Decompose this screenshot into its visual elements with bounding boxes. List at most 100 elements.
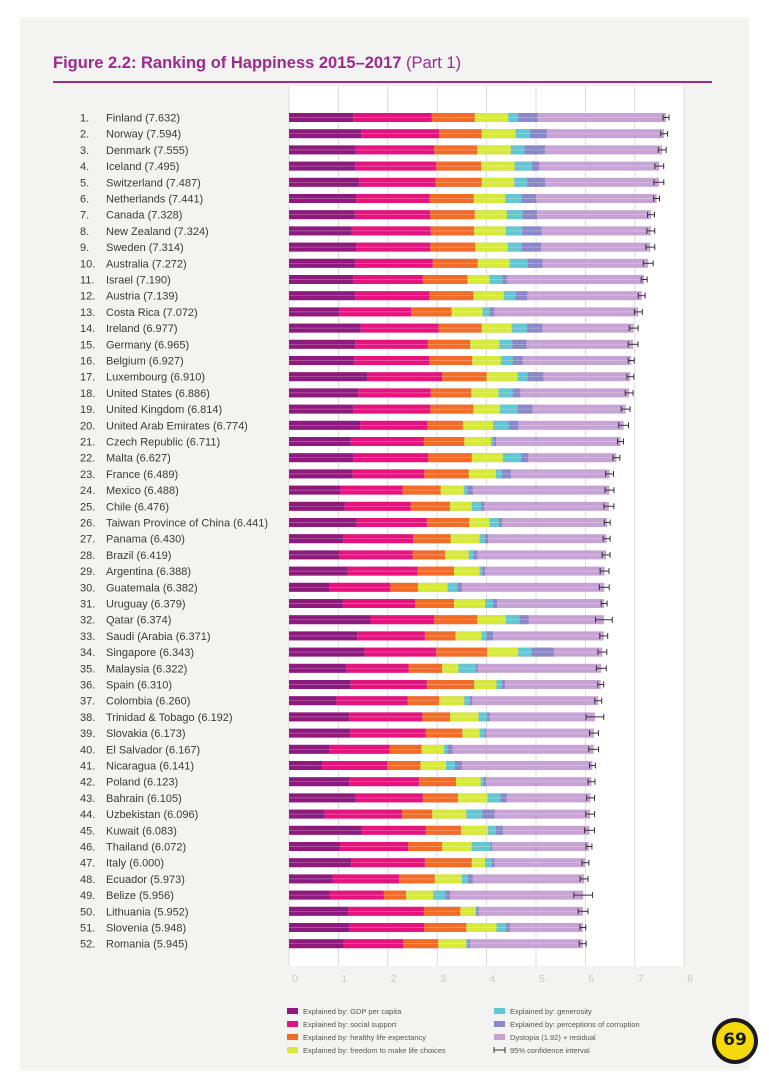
rank-label: 10. (80, 258, 95, 270)
bar-gdp (289, 874, 333, 884)
country-label: Uzbekistan (6.096) (106, 809, 198, 821)
bar-social-support (353, 275, 423, 284)
bar-gdp (289, 210, 355, 220)
bar-gdp (289, 777, 350, 787)
bar-freedom (438, 939, 467, 949)
bar-corruption (484, 728, 487, 738)
bar-corruption (469, 696, 473, 706)
country-label: Spain (6.310) (106, 680, 172, 692)
country-label: Belize (5.956) (106, 890, 174, 902)
rank-label: 52. (80, 939, 95, 951)
bar-life-expectancy (425, 825, 461, 835)
bar-generosity (444, 744, 448, 754)
rank-label: 42. (80, 777, 95, 789)
bar-life-expectancy (430, 242, 476, 252)
bar-social-support (347, 566, 418, 576)
rank-label: 46. (80, 842, 95, 854)
bar-generosity (502, 453, 522, 463)
rank-label: 48. (80, 874, 95, 886)
bar-corruption (524, 145, 545, 155)
bar-corruption (482, 566, 486, 576)
x-tick-label: 5 (539, 973, 545, 985)
bar-corruption (467, 874, 473, 884)
bar-generosity (505, 194, 522, 203)
bar-gdp (289, 275, 354, 284)
bar-gdp (289, 599, 343, 608)
legend-label: Explained by: generosity (510, 1007, 592, 1016)
bar-social-support (356, 194, 430, 203)
bar-freedom (477, 615, 506, 625)
bar-generosity (478, 712, 488, 722)
bar-generosity (471, 501, 482, 511)
bar-generosity (495, 469, 502, 479)
bar-freedom (440, 485, 464, 495)
bar-corruption (457, 582, 462, 592)
country-label: Brazil (6.419) (106, 550, 171, 562)
bar-generosity (496, 923, 507, 932)
bar-generosity (515, 129, 531, 139)
country-label: Netherlands (7.441) (106, 194, 203, 206)
bar-social-support (352, 469, 425, 479)
bar-life-expectancy (412, 550, 446, 560)
bar-freedom (432, 809, 467, 819)
bar-corruption (493, 437, 496, 446)
country-label: Thailand (6.072) (106, 842, 186, 854)
bar-social-support (353, 404, 431, 414)
bar-social-support (329, 744, 390, 754)
bar-freedom (481, 161, 515, 171)
bar-gdp (289, 339, 356, 349)
country-label: Nicaragua (6.141) (106, 761, 194, 773)
country-label: El Salvador (6.167) (106, 744, 200, 756)
bar-life-expectancy (434, 615, 478, 625)
bar-social-support (351, 226, 431, 236)
bar-corruption (532, 161, 539, 171)
bar-gdp (289, 728, 351, 738)
bar-corruption (445, 890, 451, 900)
bar-life-expectancy (424, 631, 456, 641)
bar-gdp (289, 712, 350, 722)
rank-label: 12. (80, 291, 95, 303)
yellow-circle-logo-icon: 69 (712, 1018, 758, 1064)
bar-freedom (468, 469, 496, 479)
country-label: Switzerland (7.487) (106, 177, 201, 189)
bar-corruption (475, 663, 478, 673)
country-label: Austria (7.139) (106, 291, 178, 303)
rank-label: 29. (80, 566, 95, 578)
country-label: United States (6.886) (106, 388, 210, 400)
bar-generosity (500, 356, 513, 365)
rank-label: 9. (80, 242, 89, 254)
rank-label: 45. (80, 825, 95, 837)
bar-life-expectancy (422, 275, 468, 284)
rank-label: 6. (80, 194, 89, 206)
country-label: Malta (6.627) (106, 453, 171, 465)
rank-label: 51. (80, 923, 95, 935)
bar-generosity (511, 323, 528, 333)
bar-generosity (466, 939, 469, 949)
country-label: New Zealand (7.324) (106, 226, 209, 238)
bar-gdp (289, 356, 355, 365)
bar-corruption (527, 372, 544, 382)
bar-freedom (442, 663, 459, 673)
bar-freedom (442, 842, 472, 851)
bar-social-support (339, 550, 413, 560)
bar-life-expectancy (430, 226, 475, 236)
bar-social-support (336, 696, 408, 706)
bar-social-support (329, 890, 384, 900)
bar-social-support (355, 339, 428, 349)
country-label: Panama (6.430) (106, 534, 185, 546)
bar-social-support (364, 647, 437, 657)
title-divider (53, 81, 712, 83)
bar-life-expectancy (407, 696, 440, 706)
bar-life-expectancy (430, 404, 474, 414)
country-label: Ireland (6.977) (106, 323, 178, 335)
bar-freedom (475, 242, 508, 252)
bar-life-expectancy (430, 388, 472, 398)
bar-corruption (495, 825, 503, 835)
bar-generosity (479, 534, 486, 544)
legend-swatch-gdp (287, 1008, 298, 1014)
bar-generosity (509, 258, 528, 268)
bar-social-support (353, 113, 432, 122)
bar-life-expectancy (430, 210, 475, 220)
bar-gdp (289, 842, 340, 851)
